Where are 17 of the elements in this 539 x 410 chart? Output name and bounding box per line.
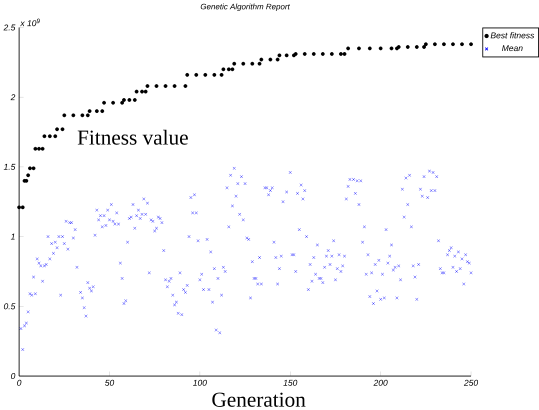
y-tick-label: 2 — [10, 94, 16, 100]
y-tick-label: 0.5 — [4, 303, 16, 310]
x-axis-title: Generation — [212, 392, 306, 407]
y-tick-label: 2.5 — [3, 24, 16, 30]
y-tick-label: 1.5 — [4, 164, 16, 170]
x-tick-label: 100 — [193, 380, 207, 386]
x-tick-label: 50 — [104, 380, 114, 386]
text: x 10$^{9}$ — [20, 18, 40, 26]
x-tick-label: 200 — [374, 380, 388, 386]
legend-label: Mean — [502, 45, 523, 51]
y-axis-title: Fitness value — [78, 130, 188, 145]
x-tick-label: 0 — [17, 380, 22, 386]
x-tick-label: 150 — [283, 380, 298, 386]
legend-label: Best fitness — [490, 32, 534, 38]
y-tick-label: 0 — [11, 372, 16, 379]
y-tick-label: 1 — [10, 233, 15, 240]
x-tick-label: 250 — [464, 380, 478, 386]
